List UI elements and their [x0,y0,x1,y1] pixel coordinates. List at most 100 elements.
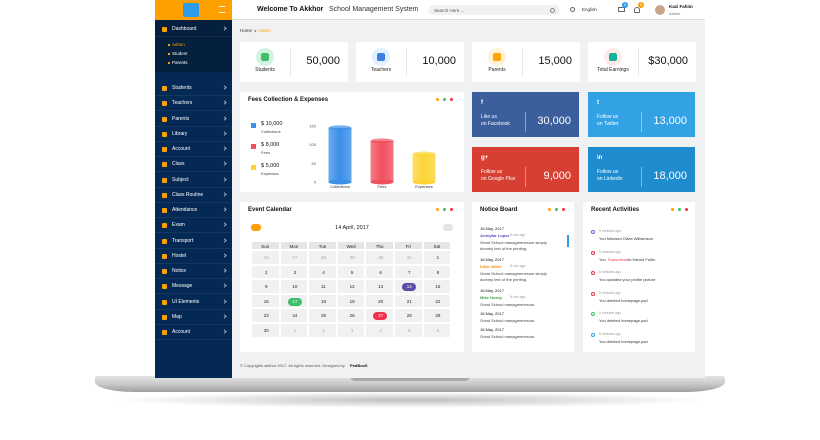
sidebar-item[interactable]: Class [155,158,232,173]
panel-control[interactable] [450,208,453,211]
calendar-day-cell[interactable]: 9 [251,279,280,294]
panel-control[interactable] [436,208,439,211]
calendar-day-cell[interactable]: 31 [394,250,423,265]
bell-icon[interactable] [634,7,640,13]
calendar-day-cell[interactable]: 2 [251,264,280,280]
sidebar-item[interactable]: Library [155,128,232,142]
language-select[interactable]: English [582,7,597,12]
notice-author: Mike Hussy [480,295,503,300]
breadcrumb-item[interactable]: Home [240,28,253,33]
sidebar-subitem[interactable]: Parents [172,60,188,65]
sidebar-item[interactable]: Dashboard [155,23,232,37]
calendar-day-cell[interactable]: 27 [279,250,309,265]
calendar-day-cell[interactable]: 30 [251,323,280,338]
calendar-day-cell[interactable]: 13 [365,279,394,294]
calendar-day-cell[interactable]: 12 [336,279,366,294]
social-card[interactable]: g+ Follow us on Google Plus 9,000 [472,147,579,192]
calendar-day-cell[interactable]: 14 [394,279,423,294]
calendar-day-cell[interactable]: 1 [422,250,452,265]
calendar-day-cell[interactable]: 3 [336,323,366,338]
panel-control[interactable] [555,208,558,211]
panel-control[interactable] [678,208,681,211]
sidebar-item[interactable]: Students [155,82,232,96]
sidebar-label: Teachers [172,100,193,107]
calendar-day-cell[interactable]: 29 [422,308,452,323]
calendar-day-cell[interactable]: 18 [308,293,337,309]
sidebar-item[interactable]: Exam [155,219,232,234]
panel-control[interactable] [450,98,453,101]
calendar-day-cell[interactable]: 3 [279,264,309,280]
sidebar-item[interactable]: Map [155,311,232,325]
calendar-day-cell[interactable]: 4 [308,264,337,280]
menu-toggle[interactable] [219,6,225,13]
notice-text: Great School managmenesom. [480,318,536,323]
calendar-day-cell[interactable]: 7 [394,264,423,280]
social-value: 30,000 [537,115,571,127]
sidebar-item[interactable]: Notice [155,265,232,279]
social-icon: g+ [481,155,489,161]
social-card[interactable]: f Like us on Facebook 30,000 [472,92,579,137]
calendar-day-cell[interactable]: 27 [365,308,394,323]
calendar-day-cell[interactable]: 6 [422,323,452,338]
panel-control[interactable] [443,98,446,101]
panel-control[interactable] [685,208,688,211]
sidebar-item[interactable]: UI Elements [155,296,232,310]
calendar-day-cell[interactable]: 6 [365,264,394,280]
calendar-day-cell[interactable]: 5 [394,323,423,338]
panel-control[interactable] [671,208,674,211]
sidebar-item[interactable]: Class Routine [155,189,232,203]
social-card[interactable]: in Follow us on Linkedin 18,000 [588,147,695,192]
calendar-day-cell[interactable]: 30 [365,250,394,265]
calendar-day-cell[interactable]: 8 [422,264,452,280]
calendar-day-cell[interactable]: 4 [365,323,394,338]
sidebar-subitem[interactable]: Admin [172,42,185,47]
calendar-day-cell[interactable]: 17 [279,293,309,309]
calendar-day-cell[interactable]: 2 [308,323,337,338]
calendar-day-cell[interactable]: 5 [336,264,366,280]
social-card[interactable]: t Follow us on Twitter 13,000 [588,92,695,137]
sidebar-item[interactable]: Teachers [155,97,232,112]
sidebar-item[interactable]: Subject [155,174,232,188]
panel-control[interactable] [548,208,551,211]
panel-control[interactable] [562,208,565,211]
search-box[interactable]: Search Here ... [428,5,560,15]
activity-time: 5 minutes ago [599,311,621,316]
calendar-day-cell[interactable]: 16 [251,293,280,309]
calendar-day-cell[interactable]: 20 [365,293,394,309]
calendar-day-cell[interactable]: 15 [422,279,452,294]
sidebar-label: Attendance [172,207,198,213]
user-avatar[interactable] [655,5,665,15]
calendar-day-cell[interactable]: 26 [251,250,280,265]
sidebar-item[interactable]: Account [155,143,232,157]
sidebar-subitem[interactable]: Student [172,51,188,56]
panel-control[interactable] [436,98,439,101]
calendar-day-cell[interactable]: 21 [394,293,423,309]
calendar-day-cell[interactable]: 29 [336,250,366,265]
calendar-day-cell[interactable]: 25 [308,308,337,323]
calendar-day-cell[interactable]: 26 [336,308,366,323]
footer-link[interactable]: PsdBosS [350,363,368,368]
calendar-day-cell[interactable]: 22 [422,293,452,309]
mail-icon[interactable] [618,7,625,12]
calendar-prev[interactable] [251,224,261,231]
sidebar-item[interactable]: Account [155,326,232,340]
calendar-day-cell[interactable]: 23 [251,308,280,323]
calendar-day-cell[interactable]: 28 [308,250,337,265]
sidebar-caret [222,100,227,105]
calendar-day-cell[interactable]: 24 [279,308,309,323]
calendar-day-cell[interactable]: 10 [279,279,309,294]
sidebar-item[interactable]: Message [155,280,232,295]
search-icon [550,7,555,13]
calendar-day-cell[interactable]: 1 [279,323,309,338]
notice-text: Great School managmenesom simply dummy t… [480,240,547,251]
calendar-day-cell[interactable]: 11 [308,279,337,294]
sidebar-item[interactable]: Attendance [155,204,232,218]
calendar-day-cell[interactable]: 28 [394,308,423,323]
bar-bottom [328,179,352,185]
sidebar-item[interactable]: Transport [155,235,232,249]
panel-control[interactable] [443,208,446,211]
sidebar-item[interactable]: Parents [155,113,232,127]
calendar-day-cell[interactable]: 19 [336,293,366,309]
calendar-next[interactable] [443,224,453,231]
sidebar-item[interactable]: Hostel [155,250,232,264]
